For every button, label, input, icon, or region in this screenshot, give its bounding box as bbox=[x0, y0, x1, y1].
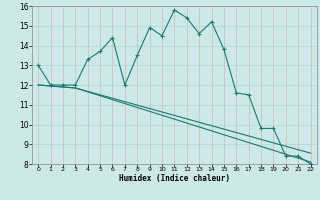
X-axis label: Humidex (Indice chaleur): Humidex (Indice chaleur) bbox=[119, 174, 230, 183]
